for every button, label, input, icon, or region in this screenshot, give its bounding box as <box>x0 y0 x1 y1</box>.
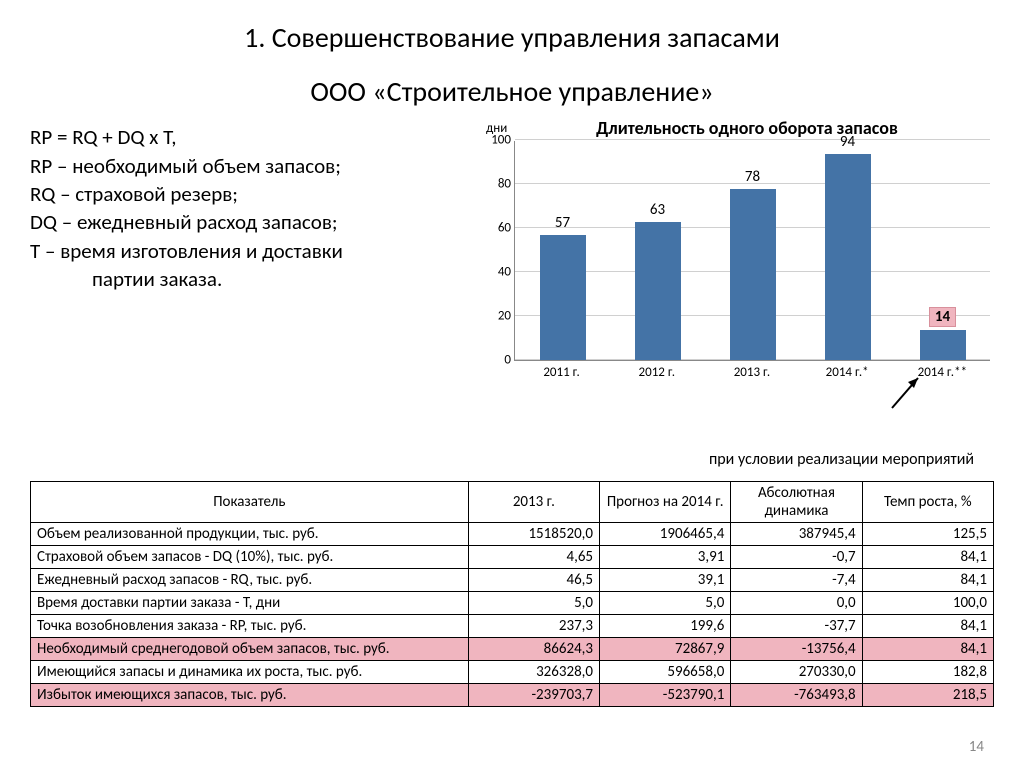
chart-note: при условии реализации мероприятий <box>470 450 994 469</box>
cell: 1518520,0 <box>468 523 599 546</box>
slide-title: 1. Совершенствование управления запасами <box>30 20 994 56</box>
cell: 3,91 <box>600 546 731 569</box>
cell: 84,1 <box>862 569 993 592</box>
cell: 5,0 <box>600 592 731 615</box>
formula-block: RP = RQ + DQ x T, RP – необходимый объем… <box>30 117 460 469</box>
cell: 387945,4 <box>731 523 862 546</box>
y-tick-label: 100 <box>481 133 511 148</box>
cell: 46,5 <box>468 569 599 592</box>
table-row: Точка возобновления заказа - RP, тыс. ру… <box>31 615 994 638</box>
table-header: Темп роста, % <box>862 482 993 523</box>
cell: -37,7 <box>731 615 862 638</box>
cell: 326328,0 <box>468 661 599 684</box>
cell: 5,0 <box>468 592 599 615</box>
bar-value-label: 57 <box>555 214 570 232</box>
cell: -7,4 <box>731 569 862 592</box>
bar <box>920 330 966 361</box>
table-row: Ежедневный расход запасов - RQ, тыс. руб… <box>31 569 994 592</box>
row-label: Необходимый среднегодовой объем запасов,… <box>31 638 469 661</box>
gridline <box>515 139 990 140</box>
cell: 100,0 <box>862 592 993 615</box>
formula-line: T – время изготовления и доставки <box>30 237 460 265</box>
cell: -763493,8 <box>731 684 862 707</box>
x-tick-label: 2014 г.* <box>804 365 890 380</box>
table-header: 2013 г. <box>468 482 599 523</box>
table-row: Необходимый среднегодовой объем запасов,… <box>31 638 994 661</box>
cell: -239703,7 <box>468 684 599 707</box>
cell: -0,7 <box>731 546 862 569</box>
cell: 125,5 <box>862 523 993 546</box>
bar-value-label: 63 <box>650 201 665 219</box>
bar <box>730 189 776 361</box>
cell: 84,1 <box>862 638 993 661</box>
cell: 4,65 <box>468 546 599 569</box>
cell: 0,0 <box>731 592 862 615</box>
row-label: Страховой объем запасов - DQ (10%), тыс.… <box>31 546 469 569</box>
bar-value-label: 94 <box>840 133 855 151</box>
formula-line: RP = RQ + DQ x T, <box>30 123 460 151</box>
table-row: Избыток имеющихся запасов, тыс. руб.-239… <box>31 684 994 707</box>
row-label: Объем реализованной продукции, тыс. руб. <box>31 523 469 546</box>
cell: 86624,3 <box>468 638 599 661</box>
cell: 218,5 <box>862 684 993 707</box>
slide-subtitle: ООО «Строительное управление» <box>30 74 994 109</box>
cell: 84,1 <box>862 546 993 569</box>
page-number: 14 <box>969 738 984 756</box>
bar-chart: дни Длительность одного оборота запасов … <box>470 117 994 469</box>
row-label: Время доставки партии заказа - T, дни <box>31 592 469 615</box>
cell: 1906465,4 <box>600 523 731 546</box>
table-row: Объем реализованной продукции, тыс. руб.… <box>31 523 994 546</box>
table-row: Страховой объем запасов - DQ (10%), тыс.… <box>31 546 994 569</box>
row-label: Точка возобновления заказа - RP, тыс. ру… <box>31 615 469 638</box>
y-tick-label: 20 <box>481 309 511 324</box>
formula-line: RP – необходимый объем запасов; <box>30 152 460 180</box>
table-header: Абсолютная динамика <box>731 482 862 523</box>
table-header: Прогноз на 2014 г. <box>600 482 731 523</box>
cell: 72867,9 <box>600 638 731 661</box>
row-label: Ежедневный расход запасов - RQ, тыс. руб… <box>31 569 469 592</box>
row-label: Имеющийся запасы и динамика их роста, ты… <box>31 661 469 684</box>
bar-value-label: 78 <box>745 168 760 186</box>
x-tick-label: 2011 г. <box>519 365 605 380</box>
y-tick-label: 60 <box>481 221 511 236</box>
table-row: Время доставки партии заказа - T, дни5,0… <box>31 592 994 615</box>
chart-title: Длительность одного оборота запасов <box>470 117 994 139</box>
arrow-icon <box>884 374 924 410</box>
cell: 182,8 <box>862 661 993 684</box>
cell: 237,3 <box>468 615 599 638</box>
formula-line: RQ – страховой резерв; <box>30 180 460 208</box>
data-table: Показатель2013 г.Прогноз на 2014 г.Абсол… <box>30 481 994 707</box>
row-label: Избыток имеющихся запасов, тыс. руб. <box>31 684 469 707</box>
cell: 199,6 <box>600 615 731 638</box>
y-tick-label: 0 <box>481 353 511 368</box>
cell: -13756,4 <box>731 638 862 661</box>
table-row: Имеющийся запасы и динамика их роста, ты… <box>31 661 994 684</box>
x-tick-label: 2013 г. <box>709 365 795 380</box>
bar <box>540 235 586 360</box>
bar-value-label: 14 <box>929 307 956 327</box>
table-header: Показатель <box>31 482 469 523</box>
bar <box>825 154 871 361</box>
cell: 84,1 <box>862 615 993 638</box>
x-tick-label: 2012 г. <box>614 365 700 380</box>
y-tick-label: 80 <box>481 177 511 192</box>
formula-line: DQ – ежедневный расход запасов; <box>30 208 460 236</box>
cell: 39,1 <box>600 569 731 592</box>
formula-line: партии заказа. <box>30 265 460 293</box>
cell: -523790,1 <box>600 684 731 707</box>
y-tick-label: 40 <box>481 265 511 280</box>
cell: 270330,0 <box>731 661 862 684</box>
cell: 596658,0 <box>600 661 731 684</box>
bar <box>635 222 681 361</box>
